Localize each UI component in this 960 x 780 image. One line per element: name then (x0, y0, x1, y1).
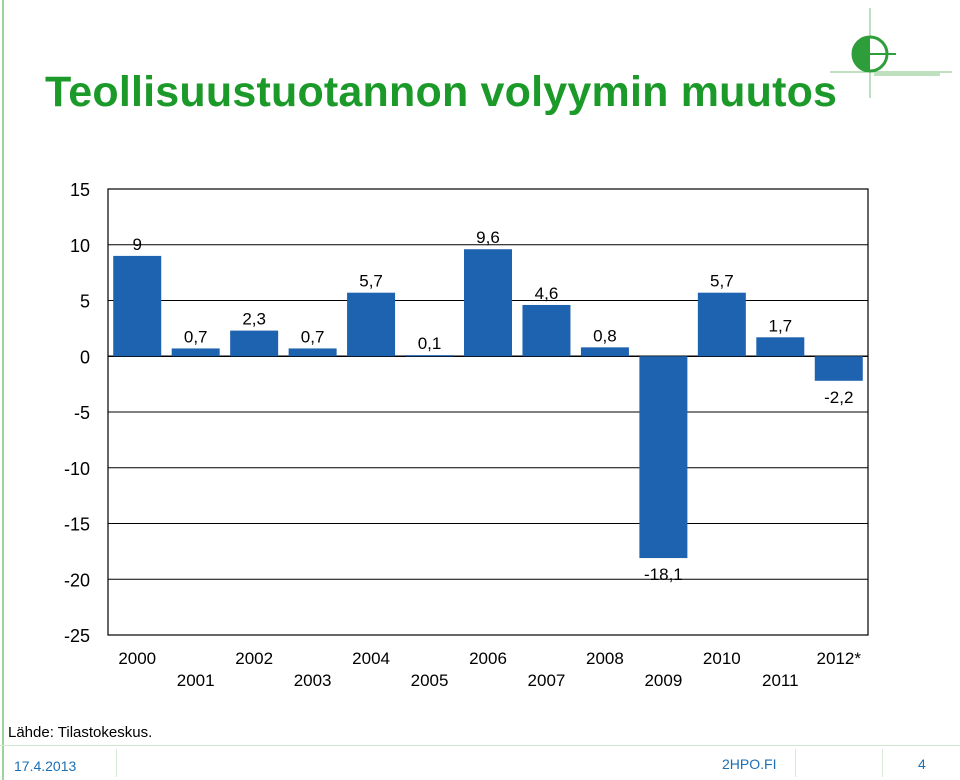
y-tick-label: 10 (70, 236, 90, 256)
footer-site[interactable]: 2HPO.FI (722, 756, 777, 772)
bar-2009 (639, 356, 688, 559)
bar-2001 (171, 348, 220, 357)
x-tick-label: 2001 (177, 671, 215, 690)
bar-2003 (288, 348, 337, 357)
data-label: 4,6 (535, 284, 559, 303)
slide-title: Teollisuustuotannon volyymin muutos (45, 68, 838, 116)
bar-2002 (230, 330, 279, 357)
data-label: 0,7 (184, 327, 208, 346)
bar-2006 (464, 249, 512, 357)
x-tick-label: 2009 (644, 671, 682, 690)
bar-2007 (522, 304, 571, 357)
y-tick-label: -5 (74, 403, 90, 423)
x-tick-label: 2006 (469, 649, 507, 668)
data-label: 0,7 (301, 327, 325, 346)
y-tick-label: -25 (64, 626, 90, 646)
x-tick-label: 2012* (817, 649, 862, 668)
footer-divider (0, 745, 960, 746)
x-tick-label: 2003 (294, 671, 332, 690)
data-label: -18,1 (644, 565, 683, 584)
x-tick-label: 2004 (352, 649, 390, 668)
slide-left-rule (2, 0, 4, 780)
bar-2008 (580, 347, 629, 357)
x-tick-label: 2010 (703, 649, 741, 668)
bar-2000 (113, 255, 162, 357)
data-label: 0,1 (418, 334, 442, 353)
source-note: Lähde: Tilastokeskus. (8, 724, 153, 741)
bar-2011 (756, 337, 805, 357)
y-tick-label: 15 (70, 180, 90, 200)
y-tick-label: 5 (80, 292, 90, 312)
x-tick-label: 2008 (586, 649, 624, 668)
y-tick-label: 0 (80, 347, 90, 367)
x-axis-ticks: 2000 2001 2002 2003 2004 2005 2006 2007 2008 2009… (118, 649, 861, 690)
footer-separator (795, 749, 796, 777)
data-label: 9,6 (476, 228, 500, 247)
footer-page-number: 4 (918, 756, 926, 772)
bar-2012* (814, 356, 863, 381)
x-tick-label: 2002 (235, 649, 273, 668)
x-tick-label: 2005 (411, 671, 449, 690)
x-tick-label: 2011 (762, 671, 799, 690)
data-label: 5,7 (359, 272, 383, 291)
y-tick-label: -10 (64, 459, 90, 479)
bar-2005 (405, 355, 454, 357)
data-label: 0,8 (593, 326, 617, 345)
data-label: 2,3 (242, 310, 266, 329)
y-axis-ticks: 15 10 5 0 -5 -10 -15 -20 -25 (64, 180, 90, 646)
bar-2010 (697, 292, 746, 357)
data-label: 5,7 (710, 272, 734, 291)
data-label: 1,7 (768, 316, 792, 335)
y-tick-label: -20 (64, 570, 90, 590)
y-tick-label: -15 (64, 515, 90, 535)
bar-2004 (347, 292, 396, 357)
data-label: 9 (132, 235, 141, 254)
footer-separator (882, 749, 883, 777)
data-label: -2,2 (824, 388, 853, 407)
bar-chart: 9 0,7 2,3 0,7 5,7 0,1 9,6 4,6 0,8 -18,1 5,7 1,7 -2,2… (64, 180, 869, 690)
hpo-logo-icon (830, 8, 952, 98)
footer-separator (116, 749, 117, 777)
bars (113, 249, 863, 559)
x-tick-label: 2000 (118, 649, 156, 668)
x-tick-label: 2007 (528, 671, 566, 690)
data-labels: 9 0,7 2,3 0,7 5,7 0,1 9,6 4,6 0,8 -18,1 5,7 1,7 -2,2 (132, 228, 853, 584)
footer-date: 17.4.2013 (14, 758, 77, 774)
